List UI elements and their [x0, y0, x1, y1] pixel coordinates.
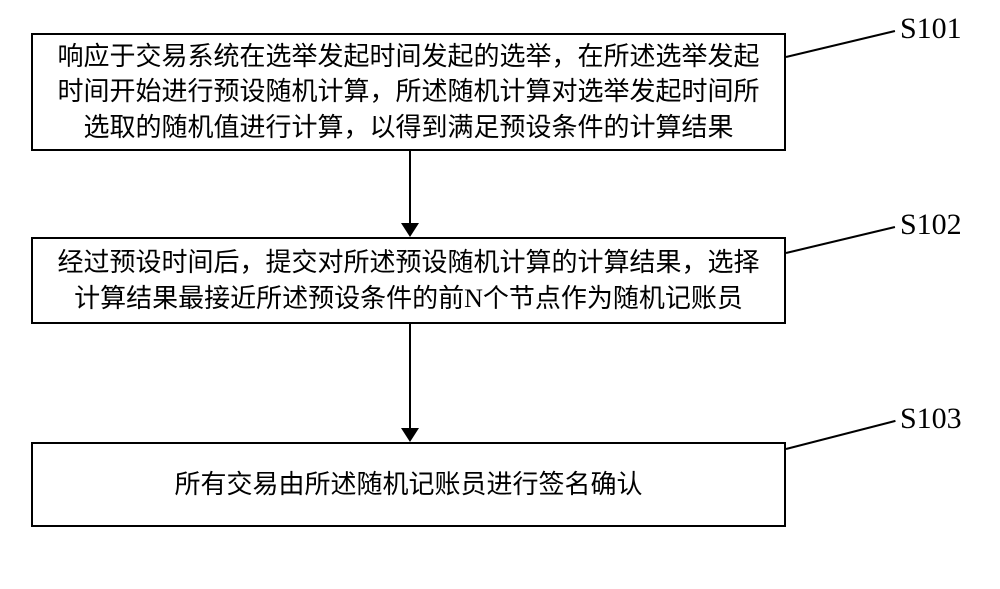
step-label-s101: S101 — [900, 12, 962, 46]
lead-line-s101 — [786, 30, 895, 58]
flow-step-s102-text: 经过预设时间后，提交对所述预设随机计算的计算结果，选择计算结果最接近所述预设条件… — [45, 245, 772, 315]
flow-step-s101-text: 响应于交易系统在选举发起时间发起的选举，在所述选举发起时间开始进行预设随机计算，… — [45, 39, 772, 144]
flow-step-s102: 经过预设时间后，提交对所述预设随机计算的计算结果，选择计算结果最接近所述预设条件… — [31, 237, 786, 324]
flow-step-s103: 所有交易由所述随机记账员进行签名确认 — [31, 442, 786, 527]
flow-step-s103-text: 所有交易由所述随机记账员进行签名确认 — [174, 467, 642, 502]
arrow-head-2 — [401, 428, 419, 442]
flow-step-s101: 响应于交易系统在选举发起时间发起的选举，在所述选举发起时间开始进行预设随机计算，… — [31, 33, 786, 151]
arrow-s102-s103 — [401, 324, 419, 442]
flowchart-canvas: 响应于交易系统在选举发起时间发起的选举，在所述选举发起时间开始进行预设随机计算，… — [0, 0, 1000, 589]
step-label-s102: S102 — [900, 208, 962, 242]
lead-line-s102 — [786, 226, 895, 254]
arrow-s101-s102 — [401, 151, 419, 237]
lead-line-s103 — [786, 420, 895, 450]
step-label-s103: S103 — [900, 402, 962, 436]
arrow-head-1 — [401, 223, 419, 237]
